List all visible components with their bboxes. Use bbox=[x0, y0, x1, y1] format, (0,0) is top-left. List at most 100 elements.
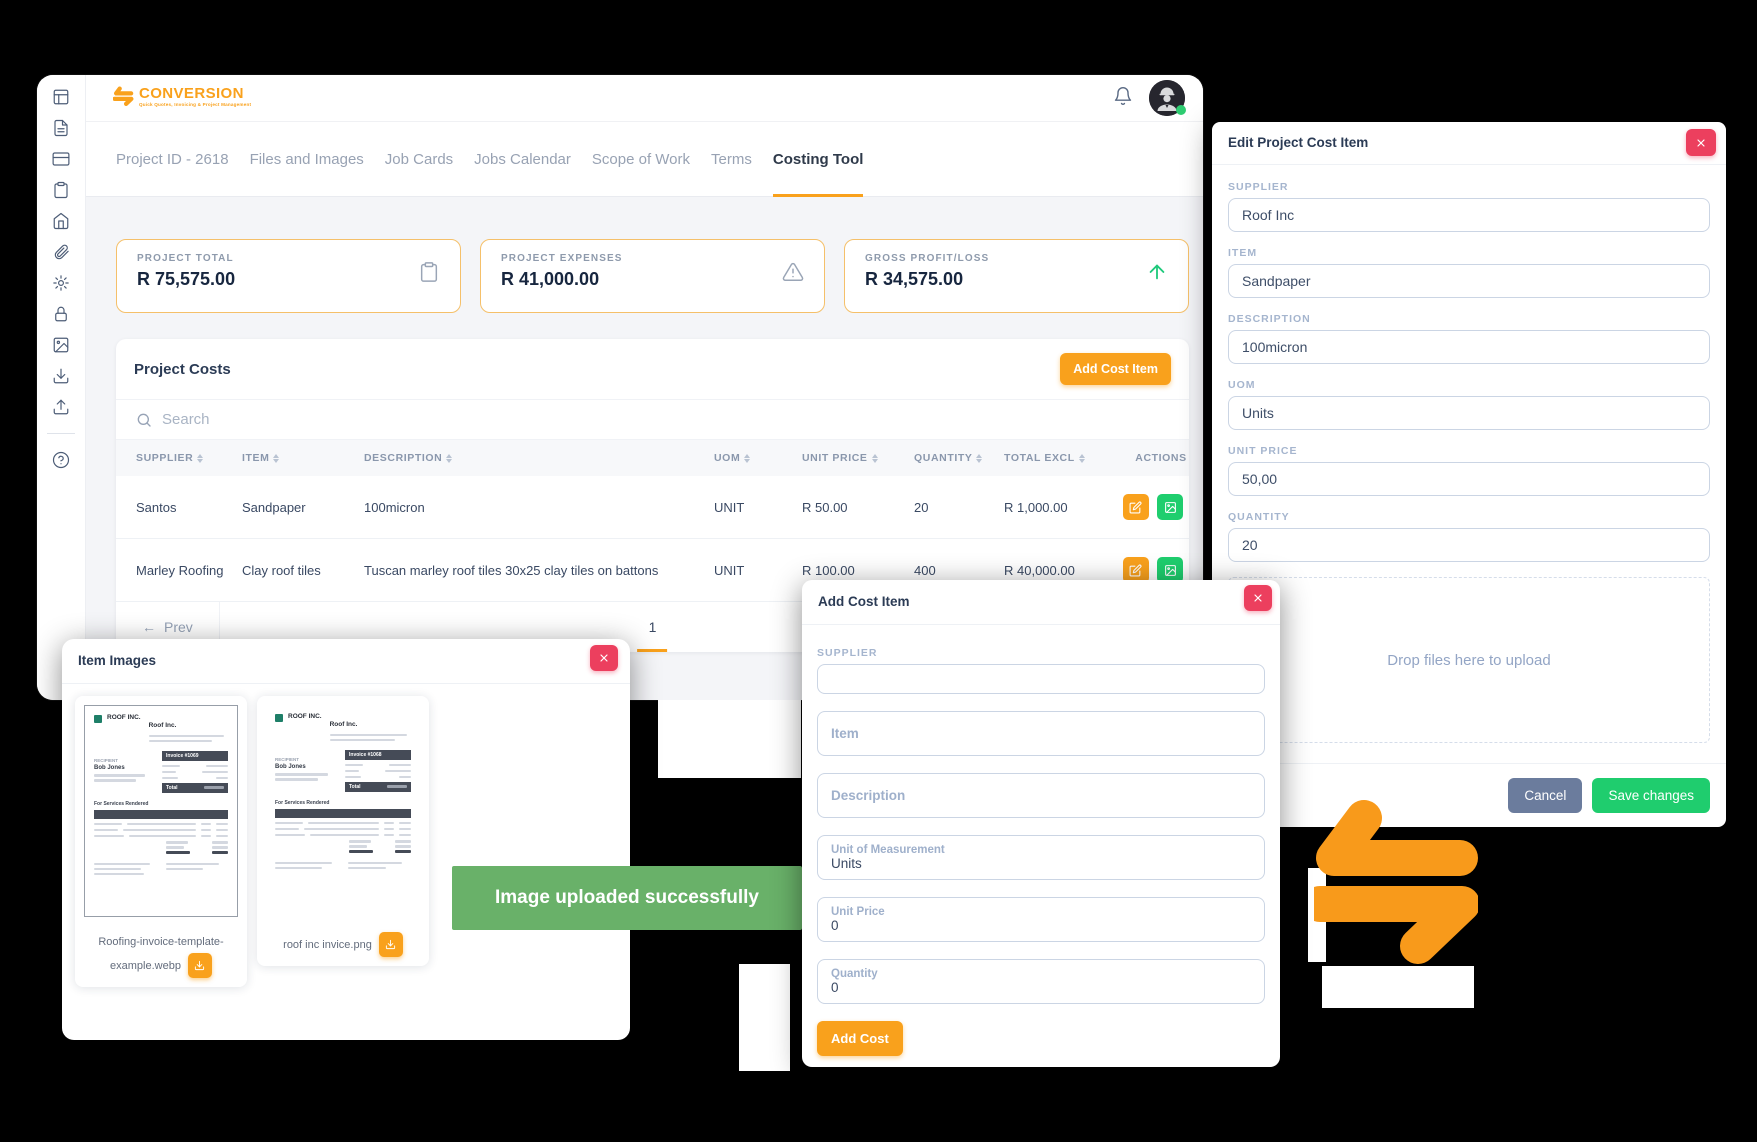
save-changes-button[interactable]: Save changes bbox=[1592, 778, 1710, 813]
sort-icon bbox=[197, 453, 204, 463]
item-images-modal: Item Images ROOF INC. Roof Inc. bbox=[62, 639, 630, 1040]
field-label: QUANTITY bbox=[1228, 511, 1290, 523]
sidebar-nav bbox=[37, 75, 86, 700]
table-header-row: Supplier Item Description UOM Unit Price… bbox=[116, 440, 1189, 476]
cell-description: 100micron bbox=[356, 476, 706, 539]
user-avatar[interactable] bbox=[1149, 80, 1186, 116]
close-icon bbox=[1697, 138, 1705, 147]
download-image-button[interactable] bbox=[378, 932, 403, 957]
file-name-line: Roofing-invoice-template- bbox=[98, 936, 224, 948]
image-icon bbox=[1164, 564, 1176, 576]
supplier-input[interactable] bbox=[817, 664, 1265, 694]
upload-success-toast: Image uploaded successfully bbox=[452, 866, 802, 930]
uom-field[interactable] bbox=[1228, 396, 1710, 430]
description-input[interactable]: Description bbox=[817, 773, 1265, 818]
invoice-company-name: Roof Inc. bbox=[329, 721, 358, 728]
close-button[interactable] bbox=[1686, 129, 1716, 156]
row-images-button[interactable] bbox=[1157, 494, 1184, 520]
download-image-button[interactable] bbox=[187, 953, 212, 978]
home-icon[interactable] bbox=[52, 212, 70, 230]
row-images-button[interactable] bbox=[1157, 557, 1184, 583]
column-header-quantity[interactable]: Quantity bbox=[906, 440, 996, 476]
description-field[interactable] bbox=[1228, 330, 1710, 364]
warning-triangle-icon bbox=[782, 253, 804, 288]
tab-jobs-calendar[interactable]: Jobs Calendar bbox=[474, 150, 571, 168]
tab-project-id[interactable]: Project ID - 2618 bbox=[116, 150, 229, 168]
sidebar-divider bbox=[47, 433, 75, 434]
edit-cost-item-modal: Edit Project Cost Item SUPPLIER ITEM DES… bbox=[1212, 122, 1726, 827]
roof-inc-logo bbox=[94, 715, 102, 723]
download-icon bbox=[386, 939, 396, 950]
image-thumbnail-card[interactable]: ROOF INC. Roof Inc. RECIPIENT Bob Jones bbox=[75, 696, 247, 987]
invoice-recipient: Bob Jones bbox=[275, 764, 306, 770]
lock-icon[interactable] bbox=[52, 305, 70, 323]
invoice-section-label: For Services Rendered bbox=[94, 800, 149, 807]
paperclip-icon[interactable] bbox=[52, 243, 70, 261]
add-cost-button[interactable]: Add Cost bbox=[817, 1021, 903, 1056]
download-icon[interactable] bbox=[52, 367, 70, 385]
gross-profit-card: GROSS PROFIT/LOSS R 34,575.00 bbox=[844, 239, 1189, 313]
clipboard-icon[interactable] bbox=[52, 181, 70, 199]
toast-message: Image uploaded successfully bbox=[495, 887, 759, 908]
item-input[interactable]: Item bbox=[817, 711, 1265, 756]
help-icon[interactable] bbox=[52, 451, 70, 469]
column-header-item[interactable]: Item bbox=[234, 440, 356, 476]
invoice-recipient-label: RECIPIENT bbox=[94, 758, 119, 763]
unit-price-input[interactable]: Unit Price 0 bbox=[817, 897, 1265, 942]
tab-scope-of-work[interactable]: Scope of Work bbox=[591, 150, 691, 168]
cell-quantity: 20 bbox=[906, 476, 996, 539]
modal-title: Add Cost Item bbox=[818, 594, 910, 609]
column-header-uom[interactable]: UOM bbox=[706, 440, 794, 476]
prev-page-button[interactable]: ← Prev bbox=[116, 602, 220, 652]
file-dropzone[interactable]: Drop files here to upload bbox=[1228, 577, 1710, 743]
edit-icon bbox=[1129, 563, 1142, 576]
image-icon[interactable] bbox=[52, 336, 70, 354]
tab-job-cards[interactable]: Job Cards bbox=[384, 150, 454, 168]
app-header: CONVERSION Quick Quotes, Invoicing & Pro… bbox=[86, 75, 1203, 122]
image-thumbnail-card[interactable]: ROOF INC. Roof Inc. RECIPIENT Bob Jones bbox=[257, 696, 429, 966]
layout-icon[interactable] bbox=[52, 88, 70, 106]
quantity-input[interactable]: Quantity 0 bbox=[817, 959, 1265, 1004]
quantity-field[interactable] bbox=[1228, 528, 1710, 562]
file-text-icon[interactable] bbox=[52, 119, 70, 137]
unit-price-field[interactable] bbox=[1228, 462, 1710, 496]
upload-icon[interactable] bbox=[52, 398, 70, 416]
sort-icon bbox=[871, 453, 878, 463]
edit-row-button[interactable] bbox=[1122, 557, 1149, 583]
unit-of-measurement-input[interactable]: Unit of Measurement Units bbox=[817, 835, 1265, 880]
field-label: DESCRIPTION bbox=[1228, 313, 1311, 325]
tab-terms[interactable]: Terms bbox=[711, 150, 752, 168]
cancel-button[interactable]: Cancel bbox=[1508, 778, 1583, 813]
column-header-supplier[interactable]: Supplier bbox=[116, 440, 234, 476]
credit-card-icon[interactable] bbox=[52, 150, 70, 168]
main-app-window: CONVERSION Quick Quotes, Invoicing & Pro… bbox=[37, 75, 1203, 700]
tab-costing-tool[interactable]: Costing Tool bbox=[772, 122, 863, 197]
bell-icon[interactable] bbox=[1113, 86, 1133, 111]
file-name-line: example.webp bbox=[110, 959, 181, 972]
invoice-total-label: Total bbox=[349, 783, 361, 790]
image-icon bbox=[1164, 501, 1176, 513]
page-number[interactable]: 1 bbox=[649, 602, 657, 652]
item-field[interactable] bbox=[1228, 264, 1710, 298]
field-label: UOM bbox=[1228, 379, 1256, 391]
invoice-company: ROOF INC. bbox=[107, 714, 141, 721]
roof-inc-logo bbox=[275, 714, 283, 722]
edit-row-button[interactable] bbox=[1122, 494, 1149, 520]
column-header-unit-price[interactable]: Unit Price bbox=[794, 440, 906, 476]
column-header-total-excl[interactable]: Total Excl bbox=[996, 440, 1112, 476]
invoice-company-name: Roof Inc. bbox=[148, 722, 177, 729]
settings-gear-icon[interactable] bbox=[52, 274, 70, 292]
file-name: roof inc invice.png bbox=[283, 938, 372, 951]
tab-files-and-images[interactable]: Files and Images bbox=[249, 150, 364, 168]
supplier-field[interactable] bbox=[1228, 198, 1710, 232]
close-button[interactable] bbox=[1244, 585, 1272, 611]
trend-up-arrow-icon bbox=[1146, 253, 1168, 288]
search-input[interactable] bbox=[162, 411, 1169, 428]
modal-title: Item Images bbox=[78, 653, 157, 668]
cell-total-excl: R 1,000.00 bbox=[996, 476, 1112, 539]
close-button[interactable] bbox=[590, 645, 618, 671]
project-tabs: Project ID - 2618 Files and Images Job C… bbox=[86, 122, 1203, 197]
search-icon bbox=[137, 413, 151, 427]
add-cost-item-button[interactable]: Add Cost Item bbox=[1060, 353, 1171, 385]
column-header-description[interactable]: Description bbox=[356, 440, 706, 476]
